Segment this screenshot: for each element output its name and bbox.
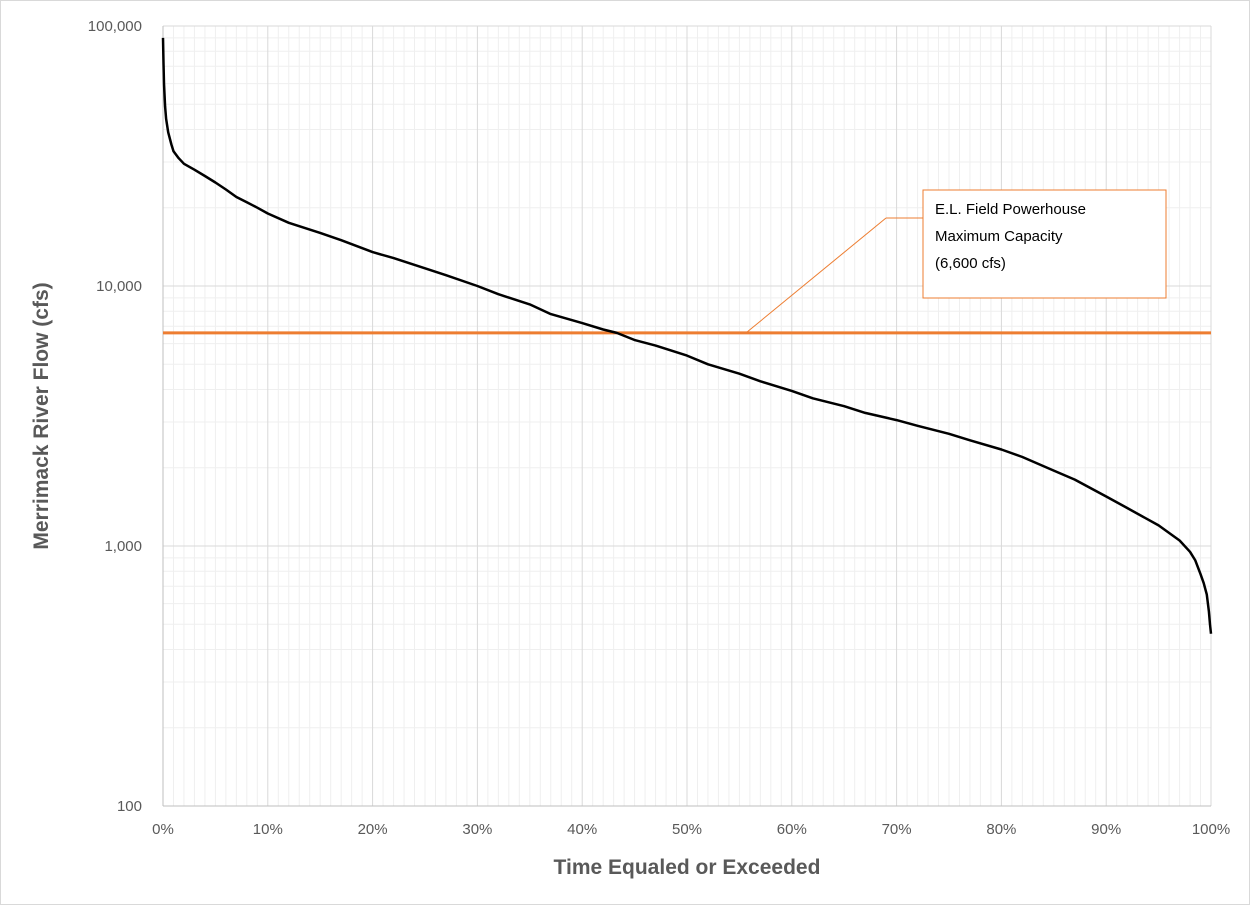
x-tick-label: 10%: [253, 821, 283, 838]
x-tick-label: 20%: [358, 821, 388, 838]
series-group: [161, 37, 1213, 634]
y-tick-label: 100: [117, 798, 142, 815]
x-tick-label: 70%: [882, 821, 912, 838]
x-axis-title: Time Equaled or Exceeded: [554, 856, 821, 879]
annotation-text-line-3: (6,600 cfs): [935, 255, 1006, 272]
annotation-text-line-1: E.L. Field Powerhouse: [935, 201, 1086, 218]
annotation-leader-line: [745, 217, 887, 334]
x-tick-label: 50%: [672, 821, 702, 838]
y-tick-label: 10,000: [96, 278, 142, 295]
annotation-group: E.L. Field Powerhouse Maximum Capacity (…: [745, 189, 1167, 334]
annotation-box: [922, 189, 1167, 299]
x-tick-label: 80%: [986, 821, 1016, 838]
axes: [162, 26, 1211, 807]
y-tick-label: 100,000: [88, 18, 142, 35]
x-tick-label: 60%: [777, 821, 807, 838]
x-tick-label: 30%: [462, 821, 492, 838]
x-tick-label: 90%: [1091, 821, 1121, 838]
minor-gridlines: [163, 26, 1211, 806]
series-line-flow-duration: [161, 37, 1213, 634]
y-tick-label: 1,000: [104, 538, 142, 555]
x-tick-label: 40%: [567, 821, 597, 838]
annotation-text-line-2: Maximum Capacity: [935, 228, 1063, 245]
x-tick-label: 100%: [1192, 821, 1230, 838]
tick-labels: 0% 10% 20% 30% 40% 50% 60% 70% 80% 90% 100% 100 1,00…: [88, 18, 1230, 838]
x-tick-label: 0%: [152, 821, 174, 838]
y-axis-title: Merrimack River Flow (cfs): [30, 282, 53, 549]
